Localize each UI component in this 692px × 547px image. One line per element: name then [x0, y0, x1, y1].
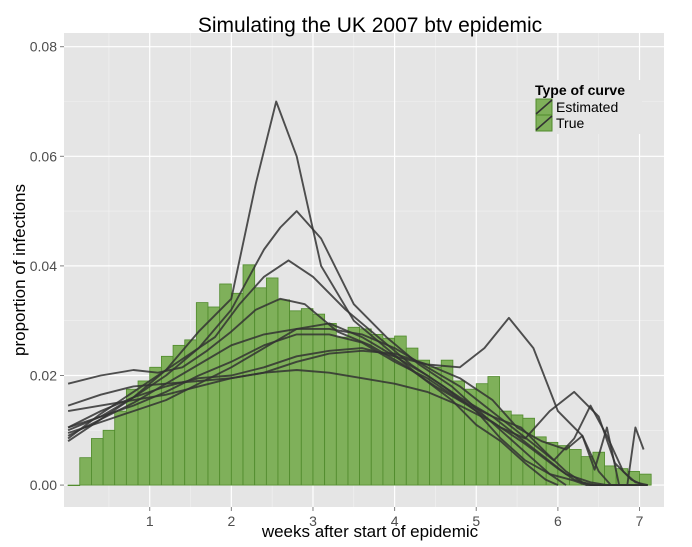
y-tick-label-2: 0.04	[30, 258, 57, 274]
bar-13	[219, 283, 232, 486]
lines-layer	[67, 100, 648, 487]
x-tick-label-1: 1	[146, 513, 154, 529]
legend-key-true	[535, 114, 553, 132]
bar-18	[277, 299, 291, 486]
x-tick-label-5: 5	[472, 513, 480, 529]
legend: Type of curve Estimated True	[530, 80, 642, 134]
legend-label-estimated: Estimated	[556, 99, 618, 115]
legend-line-estimated	[535, 99, 553, 115]
y-tick-label-1: 0.02	[30, 367, 57, 383]
legend-label-true: True	[556, 115, 584, 131]
bar-35	[475, 383, 489, 486]
y-axis-title: proportion of infections	[10, 184, 29, 356]
bar-3	[102, 429, 116, 486]
bar-21	[312, 313, 326, 486]
y-axis-ticks: 0.00 0.02 0.04 0.06 0.08	[30, 39, 64, 493]
estimated-curve-2	[67, 210, 567, 486]
legend-title: Type of curve	[535, 82, 625, 98]
bar-1	[79, 457, 92, 486]
bar-16	[254, 287, 267, 486]
bar-26	[370, 333, 384, 486]
y-tick-label-4: 0.08	[30, 39, 57, 55]
legend-key-estimated	[535, 98, 553, 116]
x-tick-label-7: 7	[636, 513, 644, 529]
x-axis-ticks: 1 2 3 4 5 6 7	[146, 507, 644, 529]
bar-11	[195, 302, 209, 486]
y-tick-label-0: 0.00	[30, 477, 57, 493]
bar-0	[67, 484, 81, 486]
legend-line-true	[535, 115, 553, 131]
y-tick-label-3: 0.06	[30, 148, 57, 164]
chart-title: Simulating the UK 2007 btv epidemic	[198, 14, 542, 37]
x-axis-title: weeks after start of epidemic	[261, 522, 479, 541]
x-tick-label-6: 6	[554, 513, 562, 529]
bar-2	[91, 438, 104, 486]
bars-layer	[67, 264, 652, 486]
bar-46	[604, 465, 617, 486]
x-tick-label-4: 4	[391, 513, 399, 529]
bar-17	[265, 277, 279, 486]
estimated-curve-7	[67, 327, 648, 487]
x-tick-label-3: 3	[309, 513, 317, 529]
x-tick-label-2: 2	[227, 513, 235, 529]
estimated-curve-4	[67, 349, 632, 487]
estimated-curve-10	[67, 369, 648, 487]
bar-22	[324, 323, 337, 486]
bar-4	[114, 410, 127, 486]
bar-23	[335, 336, 349, 486]
estimated-curve-5	[67, 297, 644, 486]
